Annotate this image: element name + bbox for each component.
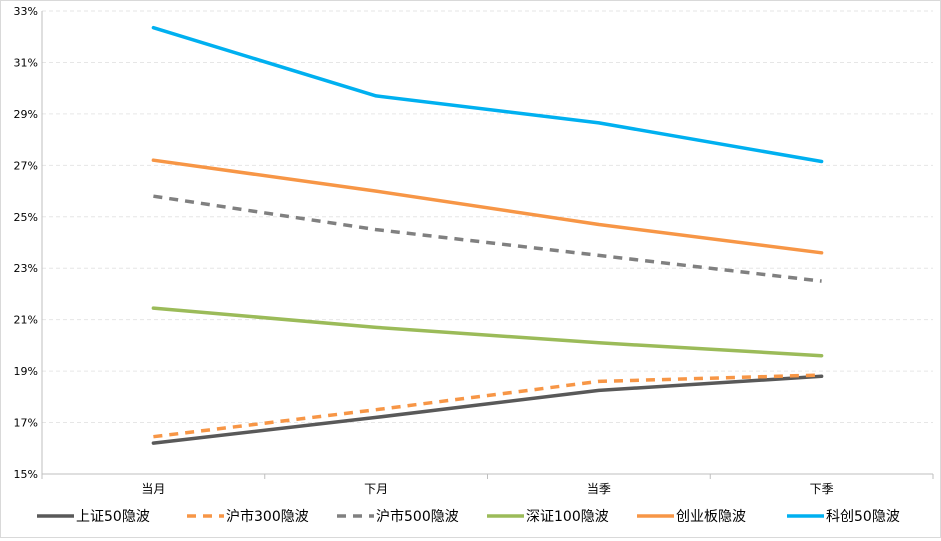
axes: 15% 17% 19% 21% 23% 25% 27% 29% 31% 33% 当月 下月 当季 下季 <box>14 5 934 496</box>
legend-label: 上证50隐波 <box>76 509 150 525</box>
series-line-2 <box>153 194 822 283</box>
x-tick-label: 当月 <box>141 482 165 496</box>
legend-label: 深证100隐波 <box>526 509 609 525</box>
y-tick-label: 23% <box>14 262 38 275</box>
series-line-4 <box>151 158 824 255</box>
series-line-5 <box>151 25 824 164</box>
x-tick-label: 当季 <box>587 482 611 496</box>
y-tick-label: 21% <box>14 314 38 327</box>
y-tick-label: 29% <box>14 108 38 121</box>
legend-label: 科创50隐波 <box>826 509 900 525</box>
series-line-1 <box>153 373 822 439</box>
y-tick-label: 31% <box>14 56 38 69</box>
legend-label: 沪市500隐波 <box>376 508 459 525</box>
y-tick-label: 17% <box>14 417 38 430</box>
legend: 上证50隐波 沪市300隐波 沪市500隐波 深证100隐波 创业板隐波 科创50隐波 <box>37 508 900 525</box>
y-tick-label: 27% <box>14 159 38 172</box>
legend-label: 沪市300隐波 <box>226 508 309 525</box>
gridlines <box>42 10 933 424</box>
legend-label: 创业板隐波 <box>676 509 746 525</box>
x-tick-label: 下月 <box>364 482 388 496</box>
series-lines <box>151 25 824 445</box>
x-tick-label: 下季 <box>810 482 834 496</box>
y-tick-label: 25% <box>14 211 38 224</box>
y-tick-label: 33% <box>14 5 38 18</box>
series-line-0 <box>151 374 824 445</box>
series-line-3 <box>151 306 824 358</box>
y-tick-label: 15% <box>14 468 38 481</box>
y-tick-label: 19% <box>14 365 38 378</box>
